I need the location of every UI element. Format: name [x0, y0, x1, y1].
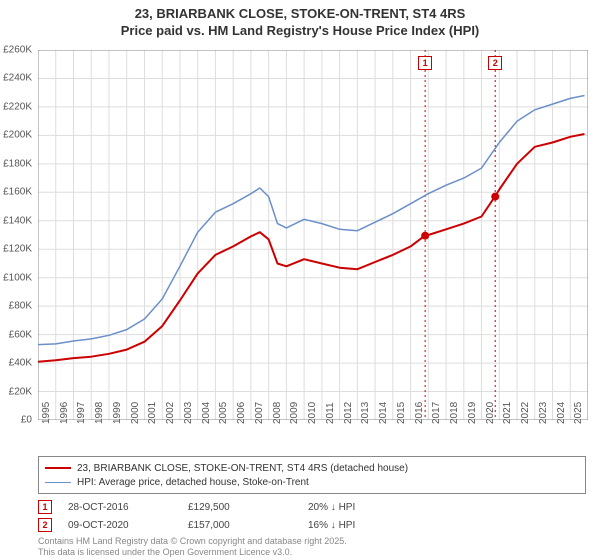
y-tick-label: £40K [0, 358, 32, 369]
y-tick-label: £160K [0, 187, 32, 198]
sale-row-1: 1 28-OCT-2016 £129,500 20% ↓ HPI [38, 498, 355, 516]
title-line1: 23, BRIARBANK CLOSE, STOKE-ON-TRENT, ST4… [135, 6, 466, 21]
x-tick-label: 2013 [360, 402, 371, 424]
sale-marker-2: 2 [38, 518, 52, 532]
y-tick-label: £60K [0, 329, 32, 340]
sale-delta-2: 16% ↓ HPI [308, 520, 355, 531]
x-tick-label: 2021 [502, 402, 513, 424]
y-tick-label: £180K [0, 158, 32, 169]
x-tick-label: 2005 [218, 402, 229, 424]
y-tick-label: £0 [0, 415, 32, 426]
x-tick-label: 2018 [449, 402, 460, 424]
x-tick-label: 2015 [396, 402, 407, 424]
x-tick-label: 2001 [147, 402, 158, 424]
footer-attribution: Contains HM Land Registry data © Crown c… [38, 536, 347, 558]
y-tick-label: £120K [0, 244, 32, 255]
x-tick-label: 2006 [236, 402, 247, 424]
sale-data-rows: 1 28-OCT-2016 £129,500 20% ↓ HPI 2 09-OC… [38, 498, 355, 534]
x-tick-label: 2019 [467, 402, 478, 424]
chart-title: 23, BRIARBANK CLOSE, STOKE-ON-TRENT, ST4… [0, 0, 600, 40]
sale-price-1: £129,500 [188, 502, 308, 513]
y-tick-label: £140K [0, 215, 32, 226]
x-tick-label: 1999 [112, 402, 123, 424]
x-tick-label: 2016 [414, 402, 425, 424]
y-tick-label: £100K [0, 272, 32, 283]
x-tick-label: 2008 [272, 402, 283, 424]
x-tick-label: 2009 [289, 402, 300, 424]
x-tick-label: 1996 [59, 402, 70, 424]
y-tick-label: £240K [0, 73, 32, 84]
x-tick-label: 2010 [307, 402, 318, 424]
x-tick-label: 2003 [183, 402, 194, 424]
footer-line1: Contains HM Land Registry data © Crown c… [38, 536, 347, 546]
x-tick-label: 1997 [76, 402, 87, 424]
chart-plot-area: £0£20K£40K£60K£80K£100K£120K£140K£160K£1… [38, 50, 588, 420]
x-tick-label: 2014 [378, 402, 389, 424]
x-tick-label: 2024 [556, 402, 567, 424]
y-tick-label: £80K [0, 301, 32, 312]
legend-row-property: 23, BRIARBANK CLOSE, STOKE-ON-TRENT, ST4… [45, 461, 579, 475]
sale-date-1: 28-OCT-2016 [68, 502, 188, 513]
chart-svg [38, 50, 588, 420]
x-tick-label: 2017 [431, 402, 442, 424]
x-tick-label: 2025 [573, 402, 584, 424]
footer-line2: This data is licensed under the Open Gov… [38, 547, 292, 557]
legend-swatch-hpi [45, 482, 71, 483]
x-tick-label: 2023 [538, 402, 549, 424]
title-line2: Price paid vs. HM Land Registry's House … [121, 23, 480, 38]
sale-date-2: 09-OCT-2020 [68, 520, 188, 531]
x-tick-label: 2007 [254, 402, 265, 424]
sale-marker-flag: 2 [488, 56, 502, 70]
x-tick-label: 2020 [485, 402, 496, 424]
sale-row-2: 2 09-OCT-2020 £157,000 16% ↓ HPI [38, 516, 355, 534]
sale-marker-1: 1 [38, 500, 52, 514]
sale-price-2: £157,000 [188, 520, 308, 531]
sale-marker-flag: 1 [418, 56, 432, 70]
y-tick-label: £260K [0, 45, 32, 56]
y-tick-label: £220K [0, 101, 32, 112]
y-tick-label: £200K [0, 130, 32, 141]
x-tick-label: 2002 [165, 402, 176, 424]
x-tick-label: 2004 [201, 402, 212, 424]
y-tick-label: £20K [0, 386, 32, 397]
x-tick-label: 2000 [130, 402, 141, 424]
legend-swatch-property [45, 467, 71, 469]
chart-legend: 23, BRIARBANK CLOSE, STOKE-ON-TRENT, ST4… [38, 456, 586, 494]
x-tick-label: 1998 [94, 402, 105, 424]
x-tick-label: 2011 [325, 402, 336, 424]
x-tick-label: 2022 [520, 402, 531, 424]
x-tick-label: 1995 [41, 402, 52, 424]
sale-delta-1: 20% ↓ HPI [308, 502, 355, 513]
legend-label-property: 23, BRIARBANK CLOSE, STOKE-ON-TRENT, ST4… [77, 463, 408, 474]
legend-row-hpi: HPI: Average price, detached house, Stok… [45, 475, 579, 489]
legend-label-hpi: HPI: Average price, detached house, Stok… [77, 477, 309, 488]
x-tick-label: 2012 [343, 402, 354, 424]
